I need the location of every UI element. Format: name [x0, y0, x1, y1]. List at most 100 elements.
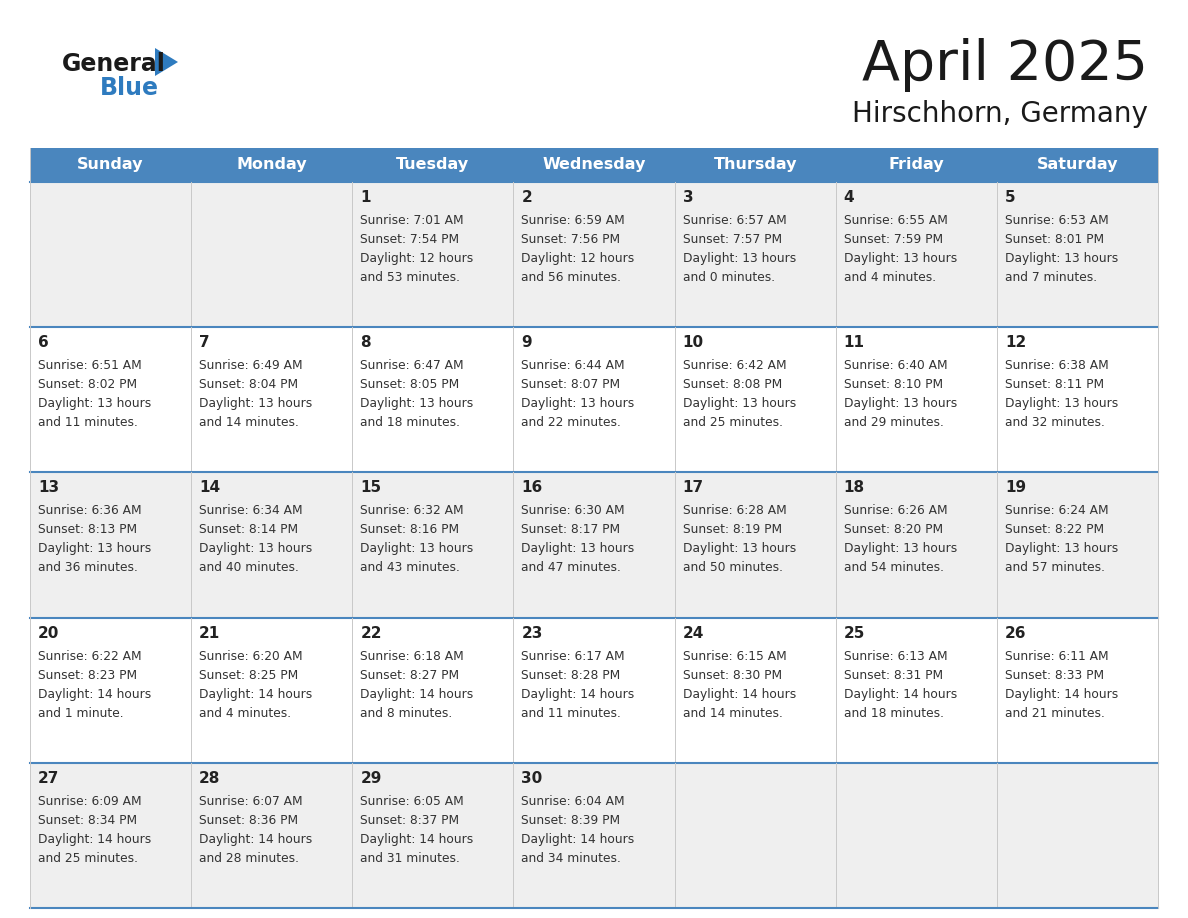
Text: Daylight: 13 hours: Daylight: 13 hours: [38, 543, 151, 555]
Text: and 11 minutes.: and 11 minutes.: [522, 707, 621, 720]
Text: Sunset: 8:01 PM: Sunset: 8:01 PM: [1005, 233, 1104, 246]
Text: Sunrise: 6:51 AM: Sunrise: 6:51 AM: [38, 359, 141, 372]
Text: Sunset: 8:19 PM: Sunset: 8:19 PM: [683, 523, 782, 536]
Text: 12: 12: [1005, 335, 1026, 350]
Bar: [30, 148, 1158, 182]
Text: Daylight: 12 hours: Daylight: 12 hours: [360, 252, 474, 265]
Bar: [30, 618, 1158, 763]
Text: Sunrise: 6:17 AM: Sunrise: 6:17 AM: [522, 650, 625, 663]
Text: Daylight: 14 hours: Daylight: 14 hours: [843, 688, 958, 700]
Text: Sunrise: 6:38 AM: Sunrise: 6:38 AM: [1005, 359, 1108, 372]
Text: Sunset: 8:23 PM: Sunset: 8:23 PM: [38, 668, 137, 681]
Text: and 29 minutes.: and 29 minutes.: [843, 416, 943, 430]
Text: Sunrise: 6:09 AM: Sunrise: 6:09 AM: [38, 795, 141, 808]
Text: Sunrise: 6:24 AM: Sunrise: 6:24 AM: [1005, 504, 1108, 518]
Text: and 7 minutes.: and 7 minutes.: [1005, 271, 1097, 284]
Text: and 14 minutes.: and 14 minutes.: [683, 707, 783, 720]
Text: 11: 11: [843, 335, 865, 350]
Text: Daylight: 13 hours: Daylight: 13 hours: [683, 397, 796, 410]
Text: and 50 minutes.: and 50 minutes.: [683, 562, 783, 575]
Text: Sunrise: 6:32 AM: Sunrise: 6:32 AM: [360, 504, 463, 518]
Text: Sunrise: 6:53 AM: Sunrise: 6:53 AM: [1005, 214, 1108, 227]
Text: 14: 14: [200, 480, 220, 496]
Text: 1: 1: [360, 190, 371, 205]
Text: Daylight: 14 hours: Daylight: 14 hours: [38, 833, 151, 845]
Polygon shape: [154, 48, 178, 76]
Text: Sunrise: 6:11 AM: Sunrise: 6:11 AM: [1005, 650, 1108, 663]
Text: Sunrise: 6:07 AM: Sunrise: 6:07 AM: [200, 795, 303, 808]
Text: 7: 7: [200, 335, 210, 350]
Text: Sunset: 7:57 PM: Sunset: 7:57 PM: [683, 233, 782, 246]
Text: and 32 minutes.: and 32 minutes.: [1005, 416, 1105, 430]
Text: Daylight: 14 hours: Daylight: 14 hours: [683, 688, 796, 700]
Text: Sunrise: 6:26 AM: Sunrise: 6:26 AM: [843, 504, 947, 518]
Text: and 18 minutes.: and 18 minutes.: [843, 707, 943, 720]
Text: Wednesday: Wednesday: [542, 158, 646, 173]
Text: Sunset: 8:05 PM: Sunset: 8:05 PM: [360, 378, 460, 391]
Text: Sunset: 8:10 PM: Sunset: 8:10 PM: [843, 378, 943, 391]
Text: 24: 24: [683, 625, 704, 641]
Text: Daylight: 13 hours: Daylight: 13 hours: [360, 397, 474, 410]
Text: and 1 minute.: and 1 minute.: [38, 707, 124, 720]
Text: 18: 18: [843, 480, 865, 496]
Text: Daylight: 14 hours: Daylight: 14 hours: [522, 833, 634, 845]
Text: Sunrise: 6:34 AM: Sunrise: 6:34 AM: [200, 504, 303, 518]
Text: Sunset: 8:07 PM: Sunset: 8:07 PM: [522, 378, 620, 391]
Text: Daylight: 13 hours: Daylight: 13 hours: [843, 252, 958, 265]
Text: Daylight: 12 hours: Daylight: 12 hours: [522, 252, 634, 265]
Text: Sunset: 8:36 PM: Sunset: 8:36 PM: [200, 813, 298, 827]
Text: Daylight: 13 hours: Daylight: 13 hours: [522, 397, 634, 410]
Text: Sunrise: 6:55 AM: Sunrise: 6:55 AM: [843, 214, 948, 227]
Text: Friday: Friday: [889, 158, 944, 173]
Text: Sunset: 7:56 PM: Sunset: 7:56 PM: [522, 233, 620, 246]
Text: Sunrise: 6:22 AM: Sunrise: 6:22 AM: [38, 650, 141, 663]
Text: Sunrise: 6:36 AM: Sunrise: 6:36 AM: [38, 504, 141, 518]
Bar: [30, 473, 1158, 618]
Text: Sunset: 8:28 PM: Sunset: 8:28 PM: [522, 668, 620, 681]
Text: 10: 10: [683, 335, 703, 350]
Text: 16: 16: [522, 480, 543, 496]
Text: Sunset: 8:31 PM: Sunset: 8:31 PM: [843, 668, 943, 681]
Text: 29: 29: [360, 771, 381, 786]
Text: Sunrise: 7:01 AM: Sunrise: 7:01 AM: [360, 214, 463, 227]
Text: Daylight: 13 hours: Daylight: 13 hours: [522, 543, 634, 555]
Text: Sunset: 7:59 PM: Sunset: 7:59 PM: [843, 233, 943, 246]
Text: 2: 2: [522, 190, 532, 205]
Text: Sunset: 8:16 PM: Sunset: 8:16 PM: [360, 523, 460, 536]
Text: Sunset: 8:25 PM: Sunset: 8:25 PM: [200, 668, 298, 681]
Text: 26: 26: [1005, 625, 1026, 641]
Bar: [30, 763, 1158, 908]
Text: 22: 22: [360, 625, 381, 641]
Text: 5: 5: [1005, 190, 1016, 205]
Text: Daylight: 13 hours: Daylight: 13 hours: [683, 543, 796, 555]
Text: Daylight: 14 hours: Daylight: 14 hours: [360, 833, 474, 845]
Text: Sunset: 8:02 PM: Sunset: 8:02 PM: [38, 378, 137, 391]
Text: 23: 23: [522, 625, 543, 641]
Text: and 25 minutes.: and 25 minutes.: [38, 852, 138, 865]
Text: and 4 minutes.: and 4 minutes.: [200, 707, 291, 720]
Text: and 47 minutes.: and 47 minutes.: [522, 562, 621, 575]
Text: Saturday: Saturday: [1037, 158, 1118, 173]
Text: 27: 27: [38, 771, 59, 786]
Text: 3: 3: [683, 190, 693, 205]
Text: Sunset: 8:37 PM: Sunset: 8:37 PM: [360, 813, 460, 827]
Text: and 21 minutes.: and 21 minutes.: [1005, 707, 1105, 720]
Text: Sunset: 8:13 PM: Sunset: 8:13 PM: [38, 523, 137, 536]
Text: Daylight: 13 hours: Daylight: 13 hours: [843, 397, 958, 410]
Text: and 22 minutes.: and 22 minutes.: [522, 416, 621, 430]
Text: Daylight: 14 hours: Daylight: 14 hours: [1005, 688, 1118, 700]
Text: Sunrise: 6:18 AM: Sunrise: 6:18 AM: [360, 650, 465, 663]
Text: Sunrise: 6:40 AM: Sunrise: 6:40 AM: [843, 359, 947, 372]
Text: Daylight: 13 hours: Daylight: 13 hours: [200, 543, 312, 555]
Text: 30: 30: [522, 771, 543, 786]
Text: and 25 minutes.: and 25 minutes.: [683, 416, 783, 430]
Text: Thursday: Thursday: [713, 158, 797, 173]
Text: and 28 minutes.: and 28 minutes.: [200, 852, 299, 865]
Text: 28: 28: [200, 771, 221, 786]
Text: 21: 21: [200, 625, 221, 641]
Text: 19: 19: [1005, 480, 1026, 496]
Text: Daylight: 14 hours: Daylight: 14 hours: [522, 688, 634, 700]
Text: and 57 minutes.: and 57 minutes.: [1005, 562, 1105, 575]
Text: Sunset: 8:11 PM: Sunset: 8:11 PM: [1005, 378, 1104, 391]
Text: Sunset: 8:20 PM: Sunset: 8:20 PM: [843, 523, 943, 536]
